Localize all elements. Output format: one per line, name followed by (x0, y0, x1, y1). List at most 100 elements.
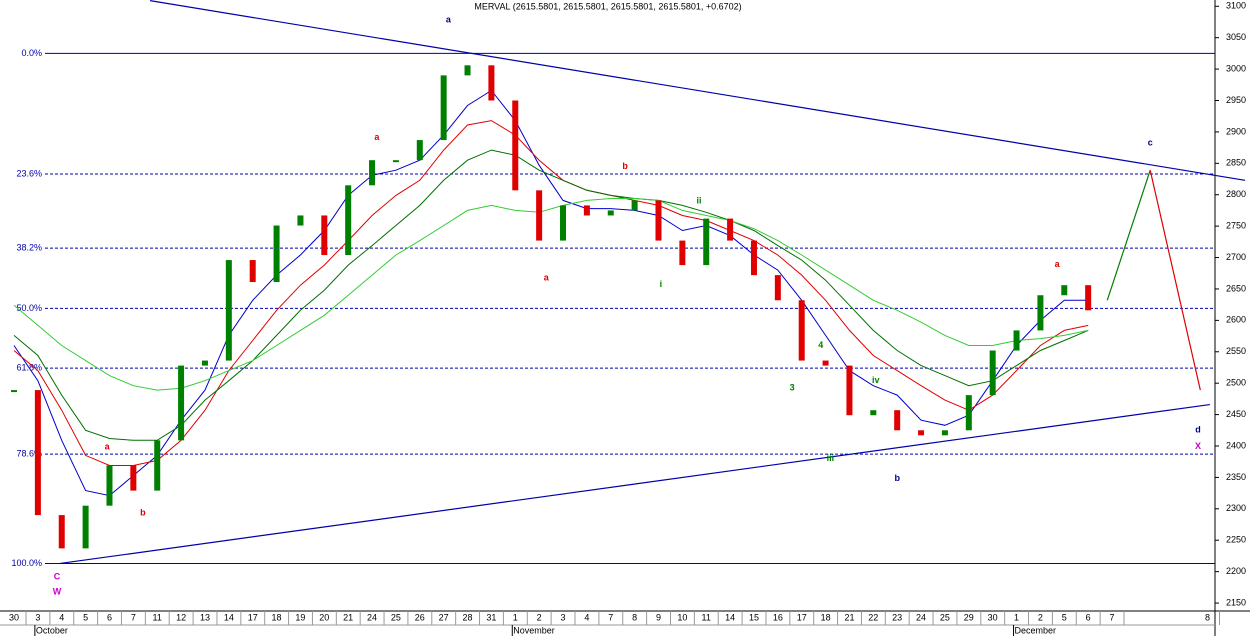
y-tick-label: 2600 (1226, 315, 1246, 325)
price-bar (822, 360, 829, 366)
x-tick-label: 3 (35, 612, 40, 622)
price-bar (679, 240, 686, 266)
x-tick-label: 15 (749, 612, 759, 622)
price-bar (82, 505, 89, 549)
price-bar (464, 65, 471, 76)
x-tick-label: 7 (1110, 612, 1115, 622)
y-tick-label: 2300 (1226, 503, 1246, 513)
x-tick-label: 3 (561, 612, 566, 622)
x-tick-label: 21 (343, 612, 353, 622)
price-bar (774, 275, 781, 301)
price-bar (727, 218, 734, 241)
x-tick-label: 16 (773, 612, 783, 622)
y-tick-label: 2800 (1226, 189, 1246, 199)
x-tick-label: 17 (248, 612, 258, 622)
month-label: October (36, 625, 68, 635)
price-bar (58, 515, 65, 549)
x-tick-label: 9 (656, 612, 661, 622)
y-tick-label: 2550 (1226, 346, 1246, 356)
x-tick-label: 2 (1038, 612, 1043, 622)
wave-label: b (140, 508, 146, 518)
x-tick-label: 11 (153, 612, 162, 622)
month-label: December (1015, 625, 1057, 635)
trend-line (1106, 170, 1151, 301)
chart-title: MERVAL (2615.5801, 2615.5801, 2615.5801,… (474, 1, 741, 11)
x-tick-label: 17 (797, 612, 807, 622)
x-tick-label: 30 (9, 612, 19, 622)
wave-label: d (1195, 425, 1201, 435)
x-tick-label: 25 (940, 612, 950, 622)
x-tick-label: 24 (916, 612, 926, 622)
x-tick-label: 8 (1205, 612, 1210, 622)
x-tick-label: 23 (892, 612, 902, 622)
x-tick-label: 31 (486, 612, 496, 622)
wave-label: 3 (790, 383, 795, 393)
x-tick-label: 26 (415, 612, 425, 622)
trend-line (1149, 170, 1201, 391)
price-bar (798, 300, 805, 361)
price-bar (965, 395, 972, 431)
y-tick-label: 2200 (1226, 566, 1246, 576)
x-tick-label: 4 (59, 612, 64, 622)
x-tick-label: 14 (224, 612, 234, 622)
x-tick-label: 13 (200, 612, 210, 622)
x-tick-label: 7 (608, 612, 613, 622)
price-bar (154, 440, 161, 491)
price-bar (941, 430, 948, 436)
fib-label: 78.6% (16, 449, 42, 459)
wave-label: X (1195, 441, 1201, 451)
y-tick-label: 2650 (1226, 283, 1246, 293)
price-bar (1013, 330, 1020, 351)
fib-label: 23.6% (16, 168, 42, 178)
wave-label: C (54, 572, 61, 582)
y-tick-label: 2250 (1226, 535, 1246, 545)
fib-label: 100.0% (11, 558, 42, 568)
x-tick-label: 20 (319, 612, 329, 622)
price-bar (1037, 295, 1044, 331)
y-tick-label: 2150 (1226, 597, 1246, 607)
moving-average (13, 198, 1089, 391)
price-bar (1085, 285, 1092, 311)
wave-label: i (660, 279, 663, 289)
x-tick-label: 25 (391, 612, 401, 622)
wave-label: 4 (818, 340, 823, 350)
price-bar (870, 410, 877, 416)
wave-label: a (544, 273, 550, 283)
wave-label: W (53, 587, 62, 597)
moving-average (13, 149, 1089, 441)
x-tick-label: 11 (702, 612, 711, 622)
fib-label: 50.0% (16, 303, 42, 313)
trend-line (59, 403, 1210, 565)
wave-label: c (1148, 138, 1153, 148)
moving-average (13, 120, 1089, 466)
price-bar (655, 200, 662, 241)
y-tick-label: 2950 (1226, 95, 1246, 105)
x-tick-label: 18 (821, 612, 831, 622)
y-tick-label: 3000 (1226, 63, 1246, 73)
y-tick-label: 2700 (1226, 252, 1246, 262)
price-bar (321, 215, 328, 256)
wave-label: a (105, 442, 111, 452)
x-tick-label: 5 (1062, 612, 1067, 622)
x-tick-label: 6 (107, 612, 112, 622)
y-tick-label: 2450 (1226, 409, 1246, 419)
price-bar (631, 200, 638, 211)
x-tick-label: 6 (1086, 612, 1091, 622)
x-tick-label: 2 (537, 612, 542, 622)
x-tick-label: 4 (584, 612, 589, 622)
price-bar (225, 260, 232, 361)
y-tick-label: 2850 (1226, 158, 1246, 168)
x-tick-label: 18 (272, 612, 282, 622)
x-tick-label: 30 (988, 612, 998, 622)
price-bar (1061, 285, 1068, 296)
x-tick-label: 28 (463, 612, 473, 622)
y-tick-label: 2500 (1226, 378, 1246, 388)
wave-label: a (1055, 259, 1061, 269)
price-bar (273, 225, 280, 283)
price-bar (846, 365, 853, 416)
price-bar (178, 365, 185, 441)
price-bar (106, 465, 113, 506)
price-bar (130, 465, 137, 491)
